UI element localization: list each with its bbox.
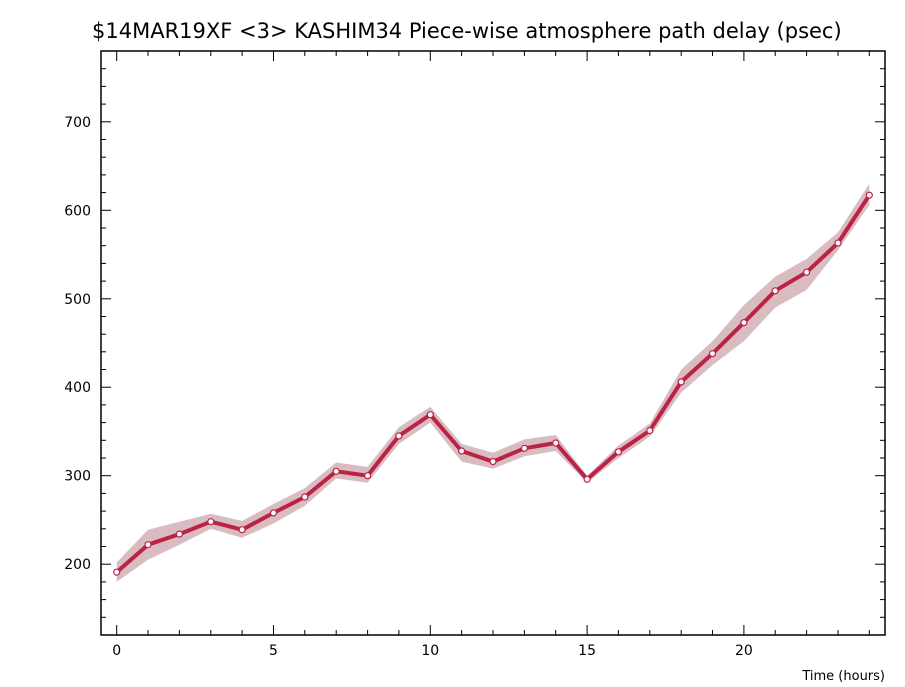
data-point <box>395 432 403 440</box>
data-point <box>175 530 183 538</box>
data-point <box>238 526 246 534</box>
data-point <box>113 568 121 576</box>
x-tick-label: 5 <box>269 643 278 659</box>
x-tick-label: 15 <box>578 643 596 659</box>
y-tick-label: 200 <box>64 557 91 573</box>
data-point <box>834 239 842 247</box>
data-point <box>364 472 372 480</box>
data-point <box>771 287 779 295</box>
chart-title: $14MAR19XF <3> KASHIM34 Piece-wise atmos… <box>92 19 842 43</box>
data-point <box>646 427 654 435</box>
y-tick-label: 600 <box>64 203 91 219</box>
y-tick-label: 300 <box>64 469 91 485</box>
data-point <box>207 518 215 526</box>
x-tick-label: 0 <box>112 643 121 659</box>
x-axis-label: Time (hours) <box>801 669 885 684</box>
y-tick-label: 400 <box>64 380 91 396</box>
series-line-layer <box>115 194 871 574</box>
data-point <box>144 541 152 549</box>
data-point <box>332 467 340 475</box>
data-point <box>489 458 497 466</box>
data-point <box>583 475 591 483</box>
data-point <box>552 439 560 447</box>
axes: 200 300 400 500 600 700 0 5 10 15 20 <box>64 50 886 659</box>
data-point <box>614 448 623 456</box>
data-point-layer <box>113 191 873 576</box>
uncertainty-band <box>116 183 870 582</box>
x-tick-label: 20 <box>735 643 753 659</box>
uncertainty-band-layer <box>116 183 870 582</box>
data-point <box>269 509 278 517</box>
data-point <box>677 378 685 386</box>
y-tick-label: 700 <box>64 115 91 131</box>
data-point <box>426 411 434 419</box>
series-line <box>115 194 871 574</box>
x-tick-label: 10 <box>421 643 439 659</box>
data-point <box>865 191 873 199</box>
data-point <box>802 268 811 276</box>
plot-frame <box>100 50 886 636</box>
data-point <box>458 447 466 455</box>
y-tick-label: 500 <box>64 292 91 308</box>
data-point <box>520 444 529 452</box>
data-point <box>740 319 748 327</box>
data-point <box>301 493 309 501</box>
data-point <box>708 350 717 358</box>
